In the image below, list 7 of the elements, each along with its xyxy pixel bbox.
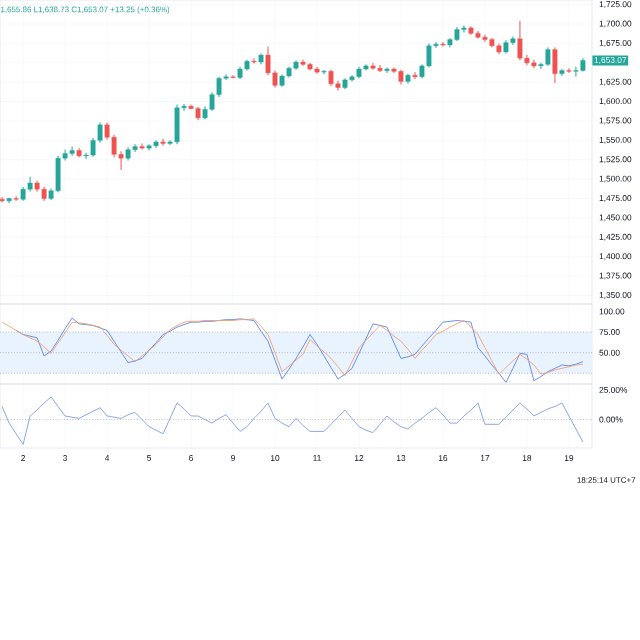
candlestick [517, 20, 523, 61]
candlestick [552, 46, 558, 84]
candlestick [27, 176, 33, 193]
candlestick [573, 66, 579, 78]
candlestick [174, 104, 180, 145]
candlestick [55, 155, 61, 193]
candlestick [545, 46, 551, 67]
